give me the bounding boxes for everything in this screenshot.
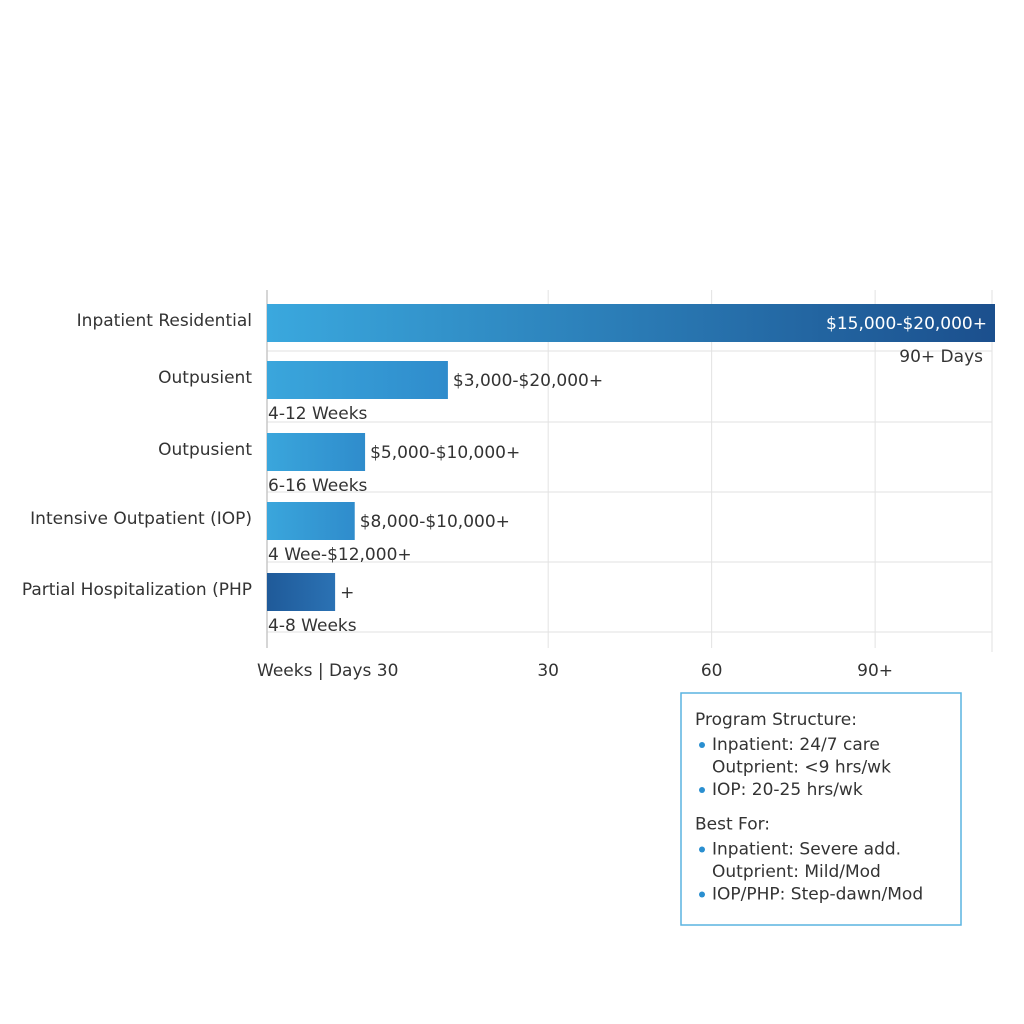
bullet xyxy=(699,846,705,853)
notes-item: Outprient: Mild/Mod xyxy=(712,862,881,882)
x-tick-label: 30 xyxy=(537,661,559,681)
x-tick-label: 60 xyxy=(701,661,723,681)
x-axis-label: Weeks | Days 30 xyxy=(257,661,398,681)
notes-item: IOP: 20-25 hrs/wk xyxy=(712,780,863,800)
cost-label: $3,000-$20,000+ xyxy=(453,371,603,391)
duration-label: 4 Wee-$12,000+ xyxy=(268,545,412,565)
cost-label: $5,000-$10,000+ xyxy=(370,443,520,463)
bar xyxy=(267,433,366,471)
notes-box xyxy=(680,692,962,926)
bullet xyxy=(699,891,705,898)
notes-item: IOP/PHP: Step-dawn/Mod xyxy=(712,885,923,905)
cost-label: $8,000-$10,000+ xyxy=(360,512,510,532)
category-label: Inpatient Residential xyxy=(77,311,252,331)
notes-heading: Program Structure: xyxy=(695,710,857,730)
notes-item: Outprient: <9 hrs/wk xyxy=(712,758,891,778)
cost-label: $15,000-$20,000+ xyxy=(826,314,987,334)
category-label: Outpusient xyxy=(158,440,252,460)
bullet xyxy=(699,787,705,793)
duration-label: 6-16 Weeks xyxy=(268,476,368,496)
duration-label: 4-12 Weeks xyxy=(268,404,368,424)
duration-label: 90+ Days xyxy=(899,347,983,367)
notes-item: Inpatient: 24/7 care xyxy=(712,735,880,755)
bar xyxy=(267,361,448,399)
notes-heading: Best For: xyxy=(695,815,770,835)
duration-label: 4-8 Weeks xyxy=(268,616,357,636)
x-tick-label: 90+ xyxy=(857,661,893,681)
bullet xyxy=(699,742,705,748)
bar xyxy=(267,573,336,611)
bar xyxy=(267,304,995,342)
category-label: Partial Hospitalization (PHP xyxy=(22,580,252,600)
bar xyxy=(267,502,355,540)
category-label: Intensive Outpatient (IOP) xyxy=(30,509,252,529)
cost-label: + xyxy=(340,583,354,603)
notes-item: Inpatient: Severe add. xyxy=(712,840,901,860)
category-label: Outpusient xyxy=(158,368,252,388)
